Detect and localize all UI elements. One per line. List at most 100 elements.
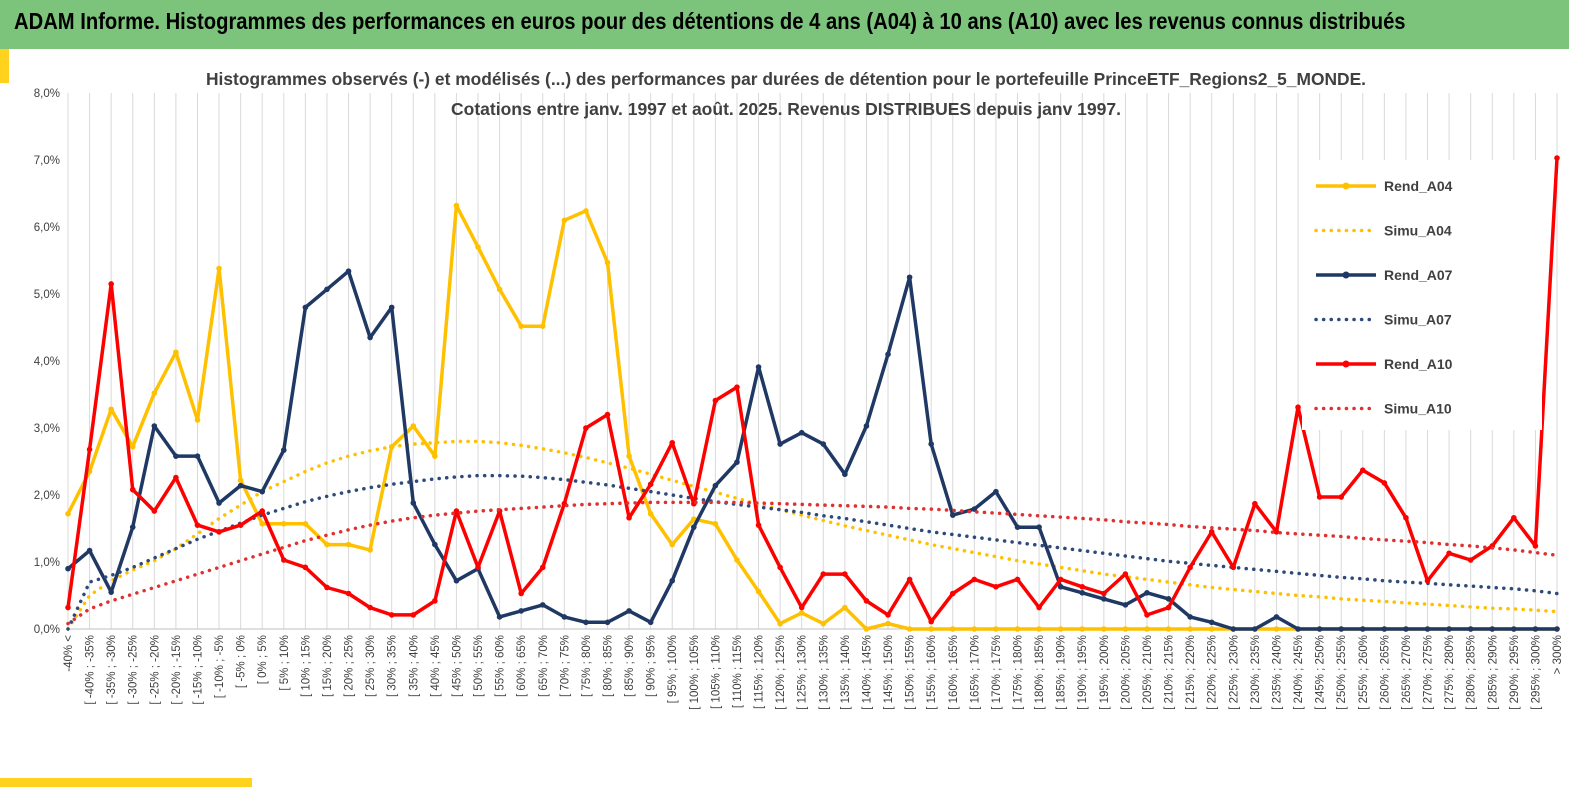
data-point [626, 453, 632, 459]
legend-label: Rend_A04 [1384, 178, 1453, 194]
data-point [1122, 626, 1129, 632]
x-tick-label: [ 255% ; 260% [1358, 635, 1370, 710]
data-point [583, 425, 589, 431]
x-tick-label: [ 125% ; 130% [797, 635, 809, 710]
chart-title-line2: Cotations entre janv. 1997 et août. 2025… [451, 99, 1121, 119]
legend-label: Simu_A04 [1384, 223, 1452, 239]
data-point [173, 349, 179, 356]
x-tick-label: [ 30% ; 35% [387, 635, 399, 697]
data-point [1295, 404, 1301, 411]
data-point [1295, 626, 1301, 632]
x-tick-label: [ 195% ; 200% [1099, 635, 1111, 710]
legend-label: Simu_A10 [1384, 401, 1452, 417]
data-point [755, 364, 762, 370]
data-point [475, 244, 481, 250]
data-point [129, 486, 136, 493]
y-axis: 0,0% 1,0% 2,0% 3,0% 4,0% 5,0% 6,0% 7,0% 8,0% [34, 88, 60, 636]
data-point [1187, 626, 1193, 632]
data-point [647, 510, 654, 517]
data-point [302, 521, 309, 527]
x-tick-label: [ 200% ; 205% [1120, 635, 1132, 710]
x-tick-label: [ 215% ; 220% [1185, 635, 1197, 710]
x-axis: -40% < [ -40% ; -35% [ -35% ; -30% [ -30% ;… [63, 628, 1564, 710]
series-line-Rend_A10 [66, 157, 1559, 624]
data-point [1446, 626, 1452, 632]
data-point [1338, 494, 1345, 500]
data-point [971, 626, 978, 632]
data-point [1511, 514, 1517, 521]
data-point [798, 610, 805, 616]
data-point [1144, 626, 1150, 632]
data-point [539, 323, 546, 329]
data-point [151, 508, 158, 514]
data-point [539, 602, 546, 608]
data-point [669, 541, 676, 548]
plot-area [65, 155, 1560, 632]
data-point [928, 618, 934, 625]
x-tick-label: [ 150% ; 155% [905, 635, 917, 710]
data-point [1036, 604, 1042, 611]
data-point [712, 521, 719, 527]
x-tick-label: [ 165% ; 170% [969, 635, 981, 710]
data-point [65, 510, 71, 517]
data-point [1101, 626, 1107, 632]
data-point [1101, 596, 1107, 602]
data-point [1014, 576, 1021, 583]
data-point [259, 488, 266, 495]
data-point [1079, 590, 1086, 596]
data-point [712, 397, 719, 404]
data-point [1230, 626, 1237, 632]
legend-marker [1342, 271, 1350, 279]
data-point [1554, 626, 1560, 632]
header-banner: ADAM Informe. Histogrammes des performan… [0, 0, 1569, 49]
x-tick-label: [ -5% ; 0% [236, 635, 248, 688]
x-tick-label: > 300% [1552, 635, 1564, 674]
data-point [388, 612, 395, 618]
data-point [237, 477, 244, 484]
x-tick-label: [ 280% ; 285% [1466, 635, 1478, 710]
data-point [1381, 480, 1388, 486]
x-tick-label: [ 290% ; 295% [1509, 635, 1521, 710]
data-point [86, 446, 93, 453]
data-point [475, 564, 481, 571]
legend-label: Rend_A07 [1384, 267, 1453, 283]
x-tick-label: [ 265% ; 270% [1401, 635, 1413, 710]
chart-title-line1: Histogrammes observés (-) et modélisés (… [206, 69, 1366, 89]
data-point [798, 429, 805, 436]
data-point [173, 453, 179, 459]
data-point [259, 508, 266, 514]
x-tick-label: [ 0% ; 5% [257, 635, 269, 684]
data-point [626, 514, 632, 521]
x-tick-label: [ 270% ; 275% [1423, 635, 1435, 710]
data-point [1057, 576, 1064, 583]
data-point [691, 524, 697, 530]
data-point [993, 583, 999, 590]
data-point [691, 516, 697, 522]
x-tick-label: [ 65% ; 70% [538, 635, 550, 697]
x-tick-label: [ 225% ; 230% [1228, 635, 1240, 710]
data-point [1359, 467, 1366, 474]
x-tick-label: [ 100% ; 105% [689, 635, 701, 710]
data-point [151, 423, 158, 429]
data-point [129, 443, 136, 450]
x-tick-label: [ 10% ; 15% [300, 635, 312, 697]
data-point [1316, 626, 1323, 632]
x-tick-label: [ 220% ; 225% [1207, 635, 1219, 710]
data-point [194, 522, 201, 528]
data-point [108, 589, 114, 595]
data-point [539, 564, 546, 571]
series-line-Rend_A07 [66, 269, 1557, 631]
data-point [842, 571, 848, 577]
data-point [863, 598, 870, 604]
x-tick-label: [ 130% ; 135% [818, 635, 830, 710]
data-point [432, 598, 438, 604]
x-tick-label: [ 140% ; 145% [861, 635, 873, 710]
data-point [647, 481, 654, 488]
data-point [367, 334, 373, 341]
x-tick-label: [ -15% ; -10% [192, 635, 204, 705]
data-point [324, 286, 330, 293]
data-point [194, 417, 201, 423]
data-point [1403, 514, 1409, 521]
legend-label: Rend_A10 [1384, 356, 1453, 372]
data-point [1338, 626, 1345, 632]
